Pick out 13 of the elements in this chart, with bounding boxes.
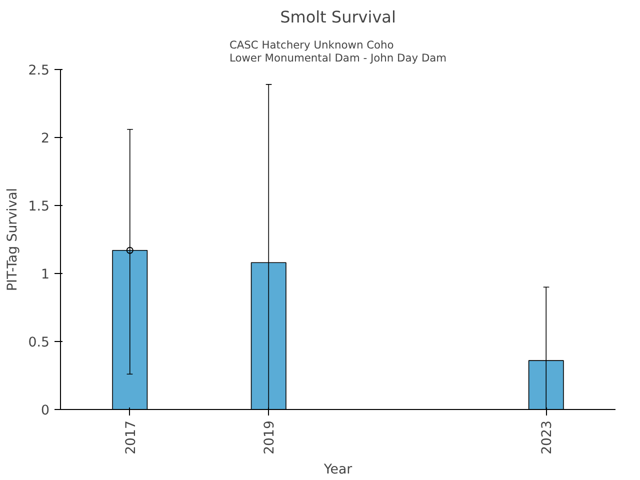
chart-title: Smolt Survival bbox=[280, 8, 396, 26]
y-tick-label: 2 bbox=[41, 132, 50, 146]
x-axis-title: Year bbox=[322, 462, 353, 478]
chart-subtitle: CASC Hatchery Unknown Coho Lower Monumental Dam - John Day Dam bbox=[229, 38, 447, 64]
x-tick-label: 2017 bbox=[124, 420, 139, 454]
x-tick-label: 2019 bbox=[262, 420, 278, 454]
y-tick-label: 0.5 bbox=[28, 336, 50, 350]
y-tick-label: 0 bbox=[41, 404, 50, 418]
y-tick-label: 1 bbox=[41, 268, 50, 282]
y-axis-title: PIT-Tag Survival bbox=[5, 188, 20, 292]
y-tick-label: 2.5 bbox=[28, 64, 50, 78]
y-tick-label: 1.5 bbox=[28, 200, 50, 214]
x-tick-label: 2023 bbox=[540, 420, 556, 454]
